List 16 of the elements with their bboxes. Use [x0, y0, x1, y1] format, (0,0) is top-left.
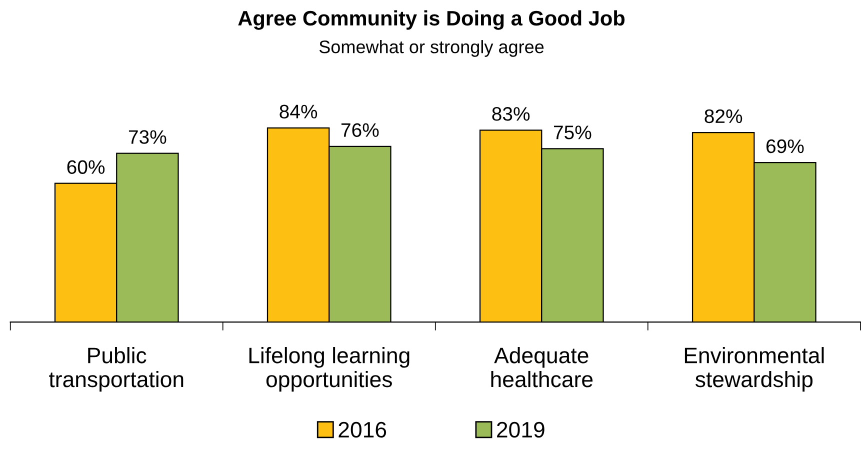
data-label: 60% [67, 160, 105, 174]
x-tick-label: Public transportation [49, 347, 184, 392]
data-label: 82% [704, 109, 742, 124]
chart-title: Agree Community is Doing a Good Job [238, 10, 625, 30]
data-label: 84% [280, 104, 318, 118]
data-label: 73% [128, 130, 166, 144]
legend-label: 2019 [497, 422, 544, 438]
data-label: 83% [492, 107, 530, 121]
x-tick-label: Lifelong learning opportunities [249, 347, 410, 392]
chart-subtitle: Somewhat or strongly agree [319, 40, 544, 57]
data-label: 76% [341, 123, 379, 137]
data-label: 75% [554, 126, 592, 140]
x-tick-label: Adequate healthcare [491, 347, 593, 388]
x-tick-label: Environmental stewardship [684, 347, 824, 392]
legend-label: 2016 [338, 422, 386, 438]
data-label: 69% [766, 139, 804, 154]
